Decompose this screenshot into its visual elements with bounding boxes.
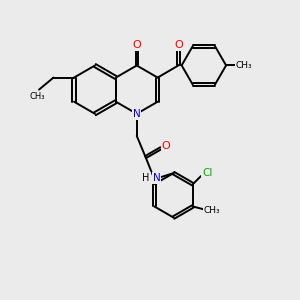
Text: O: O <box>174 40 183 50</box>
Text: CH₃: CH₃ <box>30 92 45 100</box>
Text: Cl: Cl <box>202 168 213 178</box>
Text: N: N <box>133 109 141 119</box>
Text: O: O <box>162 141 171 151</box>
Text: CH₃: CH₃ <box>236 61 252 70</box>
Text: CH₃: CH₃ <box>204 206 220 215</box>
Text: O: O <box>132 40 141 50</box>
Text: N: N <box>153 173 160 183</box>
Text: H: H <box>142 173 150 183</box>
